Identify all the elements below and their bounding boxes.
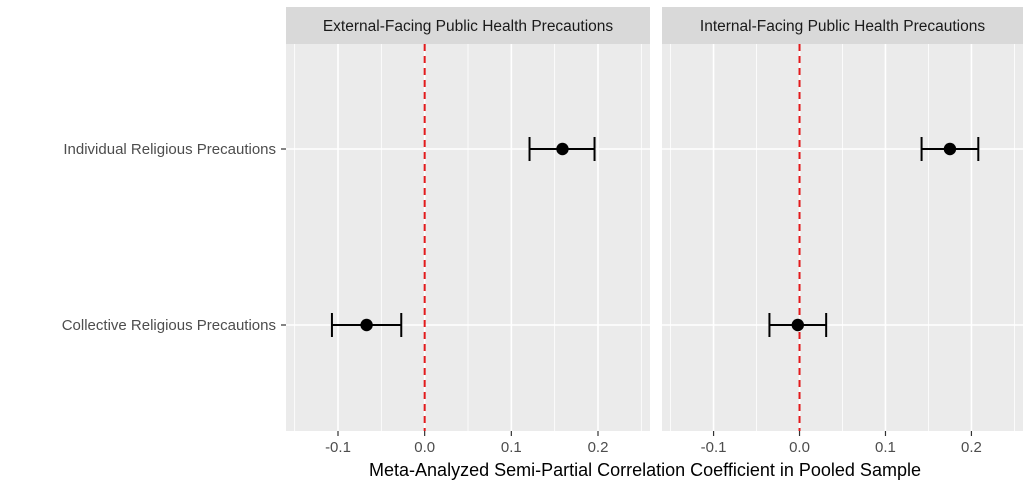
strip-label: External-Facing Public Health Precaution… xyxy=(323,18,614,35)
estimate-with-ci xyxy=(528,137,596,161)
estimate-with-ci xyxy=(920,137,980,161)
x-axis-title: Meta-Analyzed Semi-Partial Correlation C… xyxy=(369,460,921,480)
x-tick-label: 0.0 xyxy=(789,439,810,456)
strip-background xyxy=(662,7,1023,44)
strip-label: Internal-Facing Public Health Precaution… xyxy=(700,18,985,35)
estimate-with-ci xyxy=(768,313,828,337)
point-estimate xyxy=(943,142,957,156)
x-tick-label: -0.1 xyxy=(325,439,351,456)
point-estimate xyxy=(791,318,805,332)
facet-panels: External-Facing Public Health Precaution… xyxy=(286,7,1023,456)
facet-panel-1: External-Facing Public Health Precaution… xyxy=(286,7,650,456)
strip-background xyxy=(286,7,650,44)
x-tick-label: 0.2 xyxy=(588,439,609,456)
y-tick-label: Collective Religious Precautions xyxy=(62,317,276,334)
estimate-with-ci xyxy=(330,313,403,337)
y-axis-labels: Individual Religious Precautions Collecti… xyxy=(62,141,286,334)
facet-panel-2: Internal-Facing Public Health Precaution… xyxy=(662,7,1023,456)
x-tick-label: 0.2 xyxy=(961,439,982,456)
point-estimate xyxy=(360,318,373,332)
x-tick-label: 0.0 xyxy=(414,439,435,456)
y-tick-label: Individual Religious Precautions xyxy=(63,141,276,158)
x-tick-label: 0.1 xyxy=(501,439,522,456)
x-tick-label: -0.1 xyxy=(701,439,727,456)
x-tick-label: 0.1 xyxy=(875,439,896,456)
point-estimate xyxy=(556,142,569,156)
